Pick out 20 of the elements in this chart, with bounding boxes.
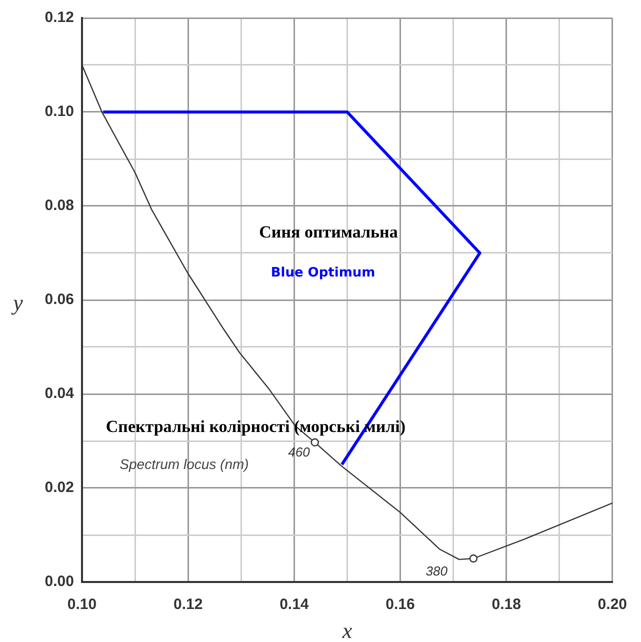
y-tick-label: 0.06	[44, 291, 74, 308]
annotation: 460	[288, 444, 311, 460]
text: Spectrum locus (nm)	[120, 456, 249, 472]
y-tick-label: 0.00	[44, 573, 74, 590]
text: Blue Optimum	[270, 266, 376, 280]
annotation: Синя оптимальна	[259, 222, 398, 242]
y-tick-label: 0.12	[44, 9, 74, 26]
x-tick-label: 0.18	[492, 596, 521, 614]
annotation: 380	[426, 564, 448, 578]
y-axis-title: y	[11, 290, 24, 315]
y-tick-label: 0.10	[44, 103, 74, 120]
y-tick-label: 0.02	[44, 479, 74, 496]
x-tick-label: 0.14	[280, 596, 310, 614]
y-tick-label: 0.04	[44, 385, 75, 402]
x-tick-label: 0.10	[67, 596, 97, 614]
x-tick-label: 0.12	[173, 596, 203, 614]
x-tick-label: 0.16	[386, 596, 415, 614]
y-tick-label: 0.08	[44, 197, 74, 214]
x-tick-label: 0.20	[598, 596, 628, 614]
x-axis-title: x	[341, 618, 352, 642]
